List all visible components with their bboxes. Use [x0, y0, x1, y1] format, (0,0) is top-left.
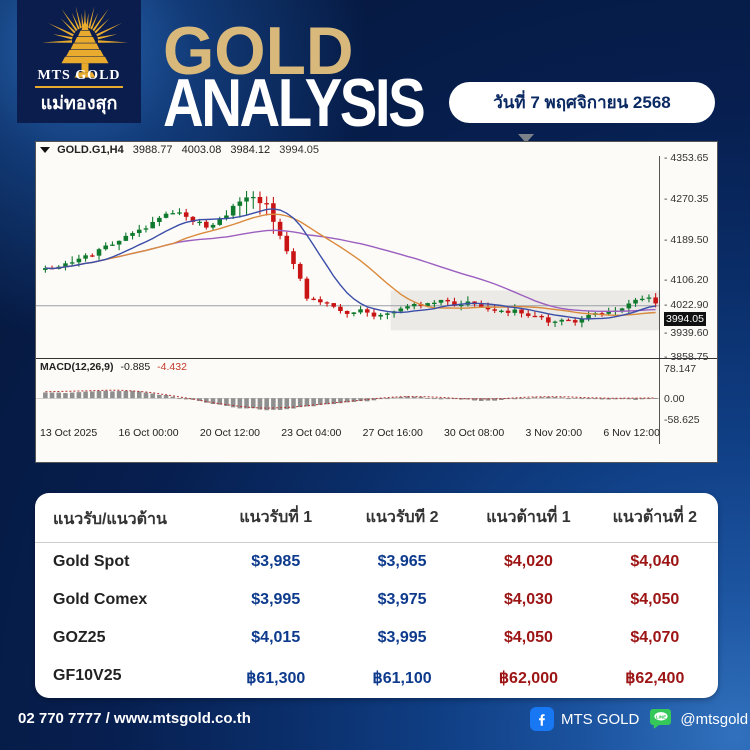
svg-text:LINE: LINE	[656, 715, 666, 720]
